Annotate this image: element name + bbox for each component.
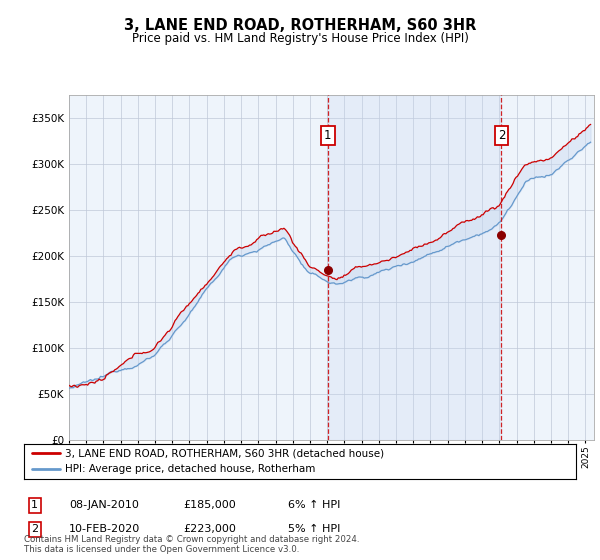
Text: 2: 2 <box>31 524 38 534</box>
Text: £185,000: £185,000 <box>183 500 236 510</box>
Text: 1: 1 <box>31 500 38 510</box>
Text: 2: 2 <box>497 129 505 142</box>
Text: 6% ↑ HPI: 6% ↑ HPI <box>288 500 340 510</box>
Bar <box>328 95 502 440</box>
Text: 5% ↑ HPI: 5% ↑ HPI <box>288 524 340 534</box>
Text: 1: 1 <box>324 129 332 142</box>
Text: HPI: Average price, detached house, Rotherham: HPI: Average price, detached house, Roth… <box>65 464 316 474</box>
Text: 3, LANE END ROAD, ROTHERHAM, S60 3HR (detached house): 3, LANE END ROAD, ROTHERHAM, S60 3HR (de… <box>65 449 385 459</box>
Text: £223,000: £223,000 <box>183 524 236 534</box>
Text: Contains HM Land Registry data © Crown copyright and database right 2024.
This d: Contains HM Land Registry data © Crown c… <box>24 535 359 554</box>
Text: 3, LANE END ROAD, ROTHERHAM, S60 3HR: 3, LANE END ROAD, ROTHERHAM, S60 3HR <box>124 18 476 32</box>
Text: 08-JAN-2010: 08-JAN-2010 <box>69 500 139 510</box>
Text: 10-FEB-2020: 10-FEB-2020 <box>69 524 140 534</box>
Text: Price paid vs. HM Land Registry's House Price Index (HPI): Price paid vs. HM Land Registry's House … <box>131 31 469 45</box>
